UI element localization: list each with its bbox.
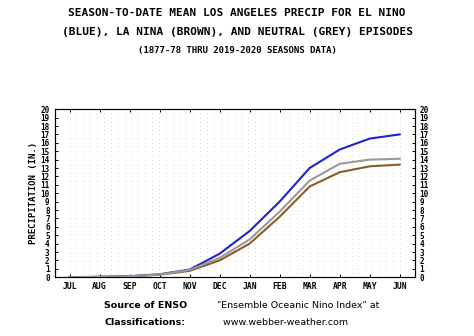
Text: (BLUE), LA NINA (BROWN), AND NEUTRAL (GREY) EPISODES: (BLUE), LA NINA (BROWN), AND NEUTRAL (GR… bbox=[62, 27, 412, 37]
Text: www.webber-weather.com: www.webber-weather.com bbox=[211, 318, 348, 327]
Text: Source of ENSO: Source of ENSO bbox=[104, 301, 188, 310]
Text: (1877-78 THRU 2019-2020 SEASONS DATA): (1877-78 THRU 2019-2020 SEASONS DATA) bbox=[137, 46, 337, 55]
Y-axis label: PRECIPITATION (IN.): PRECIPITATION (IN.) bbox=[28, 142, 37, 244]
Text: "Ensemble Oceanic Nino Index" at: "Ensemble Oceanic Nino Index" at bbox=[211, 301, 379, 310]
Text: SEASON-TO-DATE MEAN LOS ANGELES PRECIP FOR EL NINO: SEASON-TO-DATE MEAN LOS ANGELES PRECIP F… bbox=[68, 8, 406, 18]
Text: Classifications:: Classifications: bbox=[104, 318, 185, 327]
